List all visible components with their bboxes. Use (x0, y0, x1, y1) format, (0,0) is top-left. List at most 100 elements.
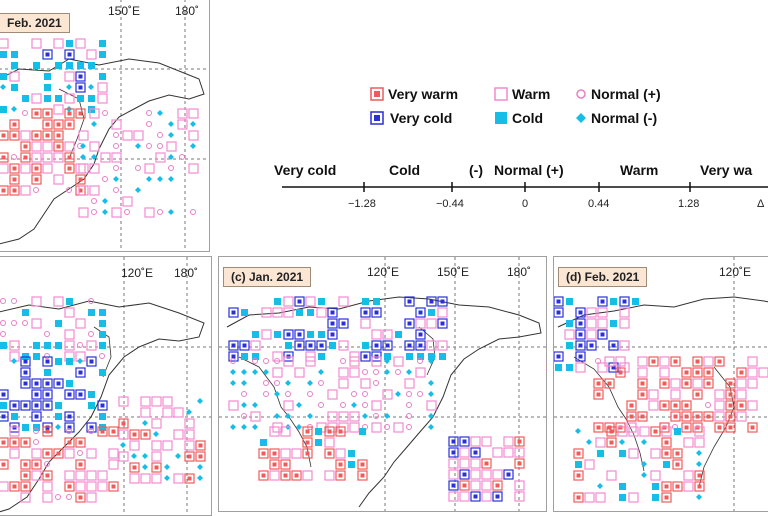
warm-marker (371, 400, 382, 411)
warm-marker (514, 480, 525, 491)
cold-marker (99, 309, 106, 316)
warm-marker (481, 480, 492, 491)
warm-marker (166, 141, 177, 152)
warm-marker (173, 429, 184, 440)
normal-minus-marker (190, 121, 196, 127)
normal-plus-marker (263, 380, 269, 386)
very-warm-marker (514, 458, 525, 469)
very-cold-marker (470, 491, 481, 502)
warm-marker (714, 400, 725, 411)
very-warm-marker (593, 378, 604, 389)
very-warm-marker (492, 480, 503, 491)
cold-marker (0, 106, 7, 113)
normal-plus-marker (406, 413, 412, 419)
cold-marker (315, 428, 322, 435)
legend-normal-plus: Normal (+) (591, 86, 661, 102)
normal-minus-marker (307, 413, 313, 419)
very-warm-marker (31, 174, 42, 185)
normal-plus-marker (705, 402, 711, 408)
very-warm-marker (0, 130, 9, 141)
warm-marker (615, 356, 626, 367)
very-warm-marker (75, 108, 86, 119)
normal-minus-marker (241, 380, 247, 386)
cold-marker (88, 95, 95, 102)
marker-core (684, 425, 689, 430)
very-warm-marker (75, 459, 86, 470)
normal-plus-marker (230, 358, 236, 364)
marker-core (34, 133, 39, 138)
very-warm-marker (75, 492, 86, 503)
very-warm-marker (64, 119, 75, 130)
warm-marker (393, 422, 404, 433)
warm-marker (294, 367, 305, 378)
very-warm-marker (459, 480, 470, 491)
very-warm-marker (573, 492, 584, 503)
very-cold-marker (426, 296, 437, 307)
warm-marker (437, 307, 448, 318)
normal-minus-marker (197, 475, 203, 481)
very-warm-marker (269, 448, 280, 459)
map-panel-top-left: Feb. 2021 150˚E 180˚ (0, 0, 210, 252)
marker-core (517, 439, 522, 444)
marker-core (640, 392, 645, 397)
very-warm-marker (626, 411, 637, 422)
warm-marker (75, 470, 86, 481)
marker-core (622, 299, 627, 304)
warm-marker (426, 340, 437, 351)
warm-marker (415, 318, 426, 329)
very-cold-marker (327, 318, 338, 329)
normal-minus-marker (113, 176, 119, 182)
warm-marker (184, 440, 195, 451)
cold-marker (99, 413, 106, 420)
warm-marker (349, 367, 360, 378)
cold-marker (362, 342, 369, 349)
cold-marker (632, 298, 639, 305)
very-warm-marker (0, 185, 9, 196)
normal-plus-marker (33, 187, 39, 193)
marker-core (78, 495, 83, 500)
cold-marker (307, 309, 314, 316)
warm-marker (144, 163, 155, 174)
very-warm-marker (53, 448, 64, 459)
normal-minus-marker (91, 121, 97, 127)
coastline-2 (573, 356, 645, 472)
warm-marker (305, 296, 316, 307)
marker-core (23, 370, 28, 375)
warm-marker (703, 356, 714, 367)
scale-n1: −1.28 (348, 198, 376, 210)
very-warm-marker (140, 429, 151, 440)
very-warm-marker (615, 367, 626, 378)
warm-marker (31, 470, 42, 481)
warm-marker (371, 422, 382, 433)
marker-core (45, 133, 50, 138)
marker-core (308, 343, 313, 348)
warm-marker (75, 481, 86, 492)
very-cold-marker (404, 340, 415, 351)
marker-core (739, 370, 744, 375)
tick-120e: 120˚E (719, 265, 752, 279)
warm-marker (261, 329, 272, 340)
warm-marker (597, 318, 608, 329)
warm-marker (151, 418, 162, 429)
marker-core (283, 462, 288, 467)
marker-core (341, 321, 346, 326)
warm-marker (53, 296, 64, 307)
marker-core (462, 483, 467, 488)
very-warm-marker (302, 437, 313, 448)
marker-core (576, 473, 581, 478)
marker-core (600, 299, 605, 304)
warm-marker (659, 356, 670, 367)
marker-core (34, 462, 39, 467)
marker-core (697, 473, 702, 478)
marker-core (330, 321, 335, 326)
very-cold-marker (228, 351, 239, 362)
warm-marker (42, 163, 53, 174)
marker-core (338, 473, 343, 478)
warm-marker (64, 141, 75, 152)
marker-core (684, 403, 689, 408)
cold-marker (55, 320, 62, 327)
warm-marker (0, 481, 9, 492)
very-warm-marker (626, 400, 637, 411)
warm-marker (20, 130, 31, 141)
normal-minus-marker (252, 369, 258, 375)
